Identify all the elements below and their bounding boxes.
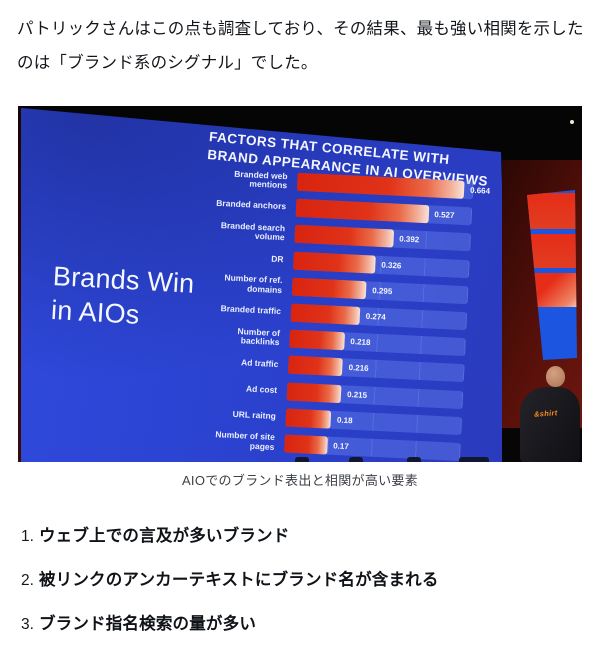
chart-bar [289,329,345,351]
chart-bar-value: 0.274 [365,311,386,322]
chart-bar [287,355,344,377]
chart-bar-value: 0.218 [350,337,371,348]
image-caption: AIOでのブランド表出と相関が高い要素 [181,473,419,488]
chart-category-label: Branded anchors [216,198,287,212]
chart-bar-value: 0.326 [381,260,402,271]
chart-category-label: Ad traffic [240,356,279,369]
intro-line-2: のは「ブランド系のシグナル」でした。 [17,54,318,72]
chart-bar [290,303,361,325]
list-item-text: ブランド指名検索の量が多い [38,615,257,633]
stage-light-dot [570,120,574,124]
chart-bar [284,434,328,455]
chart-category-label: Number of backlinks [237,325,281,348]
list-item-number: 1. [21,528,34,545]
correlation-bar-chart: Branded web mentions 0.664 Branded anchors… [104,164,510,462]
list-item: 3. ブランド指名検索の量が多い [21,610,581,645]
chart-category-label: Ad cost [245,383,278,395]
chart-bar-track: 0.527 [295,198,473,226]
conference-photo: FACTORS THAT CORRELATE WITH BRAND APPEAR… [18,106,582,462]
chart-bar-track: 0.392 [294,225,472,252]
chart-category-label: DR [271,253,284,265]
chart-bar-track: 0.218 [289,329,466,357]
chart-bar-track: 0.216 [287,355,465,383]
list-item-text: ウェブ上での言及が多いブランド [38,527,290,545]
chart-bar [285,408,332,429]
axis-tick-cutoff [459,457,489,462]
chart-category-label: URL raitng [232,408,277,421]
speaker-head [546,366,565,387]
chart-bar [286,382,342,403]
chart-bar-value: 0.216 [348,363,369,374]
chart-bar-track: 0.295 [291,277,469,304]
chart-category-label: Number of ref. domains [224,272,283,295]
chart-bar [294,225,394,248]
chart-bar [293,251,376,274]
photo-left-edge [18,106,21,462]
chart-category-label: Branded traffic [220,303,282,317]
axis-tick-cutoff [407,457,421,462]
axis-tick-cutoff [295,457,309,462]
list-item: 2. 被リンクのアンカーテキストにブランド名が含まれる [21,566,581,610]
chart-bar-value: 0.527 [434,210,455,221]
list-item-number: 3. [21,616,34,633]
intro-paragraph: パトリックさんはこの点も調査しており、その結果、最も強い相関を示した のは「ブラ… [17,12,592,80]
chart-bar-track: 0.18 [285,408,463,435]
chart-bar-track: 0.17 [284,434,461,461]
list-item-text: 被リンクのアンカーテキストにブランド名が含まれる [38,571,439,589]
speaker: &shirt [518,356,582,462]
chart-bar-track: 0.215 [286,382,464,409]
intro-line-1: パトリックさんはこの点も調査しており、その結果、最も強い相関を示した [17,20,584,38]
chart-bar-value: 0.664 [469,185,491,196]
chart-bar [291,277,367,300]
side-screen-bar [527,193,577,229]
chart-bar-value: 0.392 [398,234,420,245]
chart-category-label: Number of site pages [215,429,276,452]
presentation-screen: FACTORS THAT CORRELATE WITH BRAND APPEAR… [21,108,510,462]
list-item-number: 2. [21,572,34,589]
chart-category-label: Branded search volume [220,219,286,243]
list-item: 1. ウェブ上での言及が多いブランド [21,522,581,566]
chart-bar-value: 0.18 [336,415,353,425]
chart-bar-value: 0.295 [372,285,393,296]
shirt-logo-text: &shirt [533,408,558,419]
side-screen-bar [527,234,577,268]
chart-bar-track: 0.326 [293,251,470,278]
chart-bar [295,198,429,224]
chart-bar-value: 0.215 [346,389,368,400]
chart-bar-track: 0.274 [290,303,468,331]
axis-tick-cutoff [349,457,363,462]
key-points-list: 1. ウェブ上での言及が多いブランド 2. 被リンクのアンカーテキストにブランド名が含… [21,522,581,645]
speaker-body: &shirt [520,387,580,462]
chart-bar-value: 0.17 [333,441,350,451]
